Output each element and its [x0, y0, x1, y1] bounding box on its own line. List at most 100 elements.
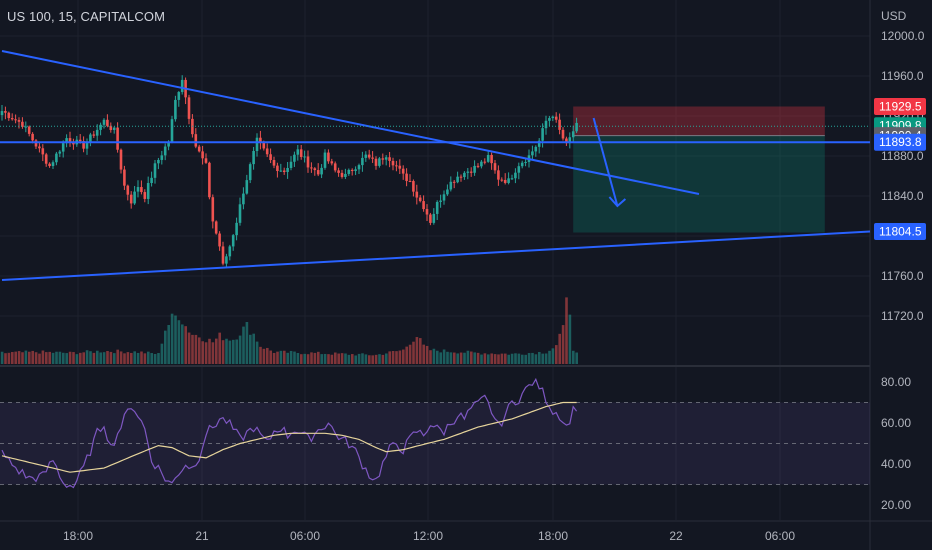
candle-body — [272, 160, 276, 166]
candle-body — [517, 166, 521, 173]
volume-bar — [514, 353, 517, 364]
trendline-drawings[interactable] — [0, 50, 871, 281]
volume-bar — [538, 351, 541, 364]
rsi-line — [1, 377, 578, 489]
volume-bar — [113, 353, 116, 364]
candle-body — [265, 148, 269, 155]
volume-bar — [153, 353, 157, 364]
candle-body — [381, 158, 385, 160]
rsi-ma-line — [1, 401, 577, 473]
volume-bar — [249, 334, 252, 364]
candle-body — [361, 157, 364, 166]
candle-body — [269, 154, 272, 161]
volume-bar — [116, 349, 119, 364]
volume-bar — [31, 350, 34, 364]
candle-body — [354, 169, 357, 171]
volume-bar — [48, 351, 51, 364]
volume-bar — [398, 350, 402, 364]
volume-bar — [164, 330, 167, 364]
candle-body — [299, 149, 303, 157]
candle-body — [548, 118, 551, 121]
volume-bar — [191, 334, 194, 364]
volume-bar — [415, 337, 419, 364]
candle-body — [320, 167, 323, 175]
volume-bar — [228, 340, 232, 364]
time-axis[interactable]: 18:00 21 06:00 12:00 18:00 22 06:00 — [63, 529, 795, 543]
candle-body — [463, 172, 466, 178]
candle-body — [211, 197, 215, 222]
volume-bar — [242, 326, 245, 364]
candle-body — [85, 142, 89, 149]
volume-bar — [361, 353, 364, 364]
volume-bar — [442, 349, 446, 364]
candle-body — [524, 161, 527, 163]
volume-bar — [347, 354, 351, 364]
volume-bar — [150, 353, 153, 364]
volume-bar — [170, 313, 174, 364]
candle-body — [391, 160, 395, 166]
volume-bar — [473, 352, 476, 364]
volume-bar — [140, 351, 143, 364]
volume-bar — [147, 351, 150, 364]
volume-bar — [245, 321, 249, 364]
volume-bar — [354, 355, 357, 364]
volume-bar — [79, 352, 82, 364]
volume-bar — [558, 333, 561, 364]
candle-body — [252, 150, 255, 165]
candle-body — [520, 162, 524, 167]
volume-bar — [317, 351, 320, 364]
candle-body — [116, 127, 119, 150]
volume-bar — [211, 342, 215, 364]
price-axis[interactable]: USD12000.011960.011920.011880.011840.011… — [881, 9, 925, 512]
volume-bar — [266, 347, 269, 364]
candle-body — [214, 221, 218, 234]
price-tick-label: 12000.0 — [881, 29, 925, 43]
candle-body — [449, 181, 453, 190]
candle-body — [231, 235, 235, 247]
volume-bar — [310, 352, 313, 364]
candle-body — [483, 161, 487, 163]
candle-body — [61, 143, 65, 152]
candle-body — [374, 158, 378, 166]
candle-body — [408, 180, 412, 182]
short-position-tool[interactable] — [573, 106, 825, 233]
candle-body — [238, 204, 242, 223]
candle-body — [31, 133, 34, 141]
volume-bar — [565, 297, 568, 364]
candle-body — [123, 169, 126, 186]
candle-body — [10, 118, 14, 120]
candle-body — [493, 163, 497, 171]
volume-bar — [405, 346, 408, 364]
candle-body — [136, 187, 140, 192]
volume-bar — [534, 354, 538, 364]
volume-bar — [187, 332, 191, 364]
candle-body — [78, 139, 82, 142]
price-tag-line — [874, 133, 926, 151]
volume-bar — [412, 341, 415, 364]
candle-body — [170, 119, 174, 142]
candle-body — [58, 151, 62, 154]
candle-body — [514, 172, 517, 179]
volume-bar — [425, 345, 429, 364]
price-tick-label: 11880.0 — [881, 149, 924, 163]
volume-bar — [456, 353, 459, 364]
candle-body — [558, 119, 561, 130]
rsi-tick-label: 60.00 — [881, 416, 911, 430]
volume-bar — [17, 351, 21, 364]
candle-body — [554, 116, 558, 120]
time-tick-label: 06:00 — [290, 529, 320, 543]
candle-body — [38, 146, 41, 149]
candle-body — [497, 170, 500, 180]
candle-body — [469, 171, 473, 173]
volume-bar — [388, 351, 391, 364]
candle-body — [150, 177, 153, 184]
volume-bar — [204, 342, 208, 364]
volume-bar — [521, 354, 524, 364]
volume-bar — [106, 350, 109, 364]
volume-bar — [96, 350, 99, 364]
volume-bar — [7, 352, 11, 364]
volume-bar — [449, 352, 453, 364]
volume-bar — [517, 353, 521, 364]
candle-body — [378, 158, 381, 166]
